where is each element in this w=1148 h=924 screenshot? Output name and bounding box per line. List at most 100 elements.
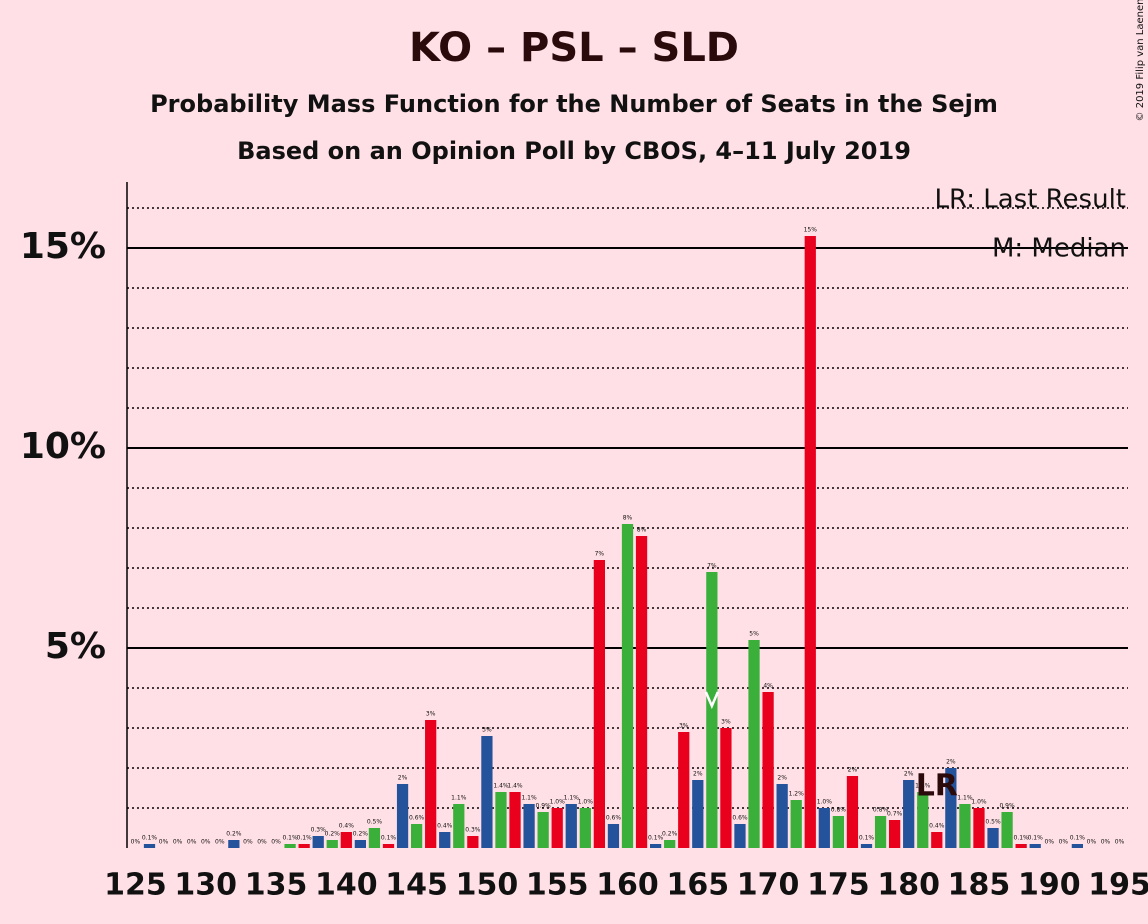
- x-tick-label: 135: [245, 868, 308, 903]
- value-label: 0.6%: [606, 815, 622, 822]
- bar: [649, 844, 662, 848]
- value-label: 7%: [595, 551, 605, 558]
- bar: [945, 768, 957, 848]
- value-label: 4%: [763, 683, 773, 690]
- bar: [551, 808, 563, 848]
- bar: [846, 776, 859, 848]
- bar: [453, 804, 465, 848]
- chart-title: KO – PSL – SLD: [409, 25, 739, 71]
- value-label: 2%: [904, 771, 914, 778]
- value-label: 0.4%: [929, 823, 945, 830]
- value-label: 0%: [1045, 839, 1055, 846]
- value-label: 0%: [187, 839, 197, 846]
- bar: [509, 792, 521, 848]
- bar: [790, 800, 802, 848]
- bar: [734, 824, 746, 848]
- value-label: 0%: [1087, 839, 1097, 846]
- value-label: 8%: [637, 527, 647, 534]
- bar: [832, 816, 845, 848]
- last-result-label: LR: [916, 769, 958, 804]
- value-label: 0.3%: [311, 827, 327, 834]
- value-label: 3%: [482, 727, 492, 734]
- value-label: 0%: [1101, 839, 1111, 846]
- value-label: 1.4%: [915, 783, 931, 790]
- bar: [621, 524, 634, 848]
- x-tick-label: 155: [526, 868, 589, 903]
- bar: [888, 820, 901, 848]
- value-label: 0%: [1115, 839, 1125, 846]
- y-tick-label: 15%: [20, 226, 106, 267]
- bar: [368, 828, 381, 848]
- value-label: 3%: [679, 723, 689, 730]
- bar: [635, 536, 648, 848]
- x-tick-label: 180: [877, 868, 940, 903]
- bar: [903, 780, 915, 848]
- legend-entry: M: Median: [992, 234, 1126, 264]
- value-label: 0.9%: [999, 803, 1015, 810]
- value-label: 1.1%: [957, 795, 973, 802]
- value-label: 0.2%: [662, 831, 678, 838]
- value-label: 1.0%: [971, 799, 987, 806]
- bar: [931, 832, 943, 848]
- value-label: 7%: [707, 563, 717, 570]
- value-label: 0.9%: [536, 803, 552, 810]
- bar: [382, 844, 395, 848]
- bar: [439, 832, 451, 848]
- value-label: 0.1%: [1070, 835, 1086, 842]
- value-label: 0%: [201, 839, 211, 846]
- bar: [1029, 844, 1041, 848]
- bar: [410, 824, 423, 848]
- value-label: 0%: [173, 839, 183, 846]
- value-label: 0%: [257, 839, 267, 846]
- x-tick-label: 125: [104, 868, 167, 903]
- bar: [495, 792, 507, 848]
- bar: [354, 840, 367, 848]
- value-label: 0%: [131, 839, 141, 846]
- bar: [776, 784, 788, 848]
- value-label: 1.4%: [493, 783, 509, 790]
- value-label: 1.1%: [564, 795, 580, 802]
- bar: [804, 236, 816, 848]
- legend-entry: LR: Last Result: [934, 185, 1126, 215]
- x-tick-label: 190: [1018, 868, 1081, 903]
- bar: [860, 844, 873, 848]
- value-label: 5%: [749, 631, 759, 638]
- value-label: 0%: [271, 839, 281, 846]
- value-label: 3%: [426, 711, 436, 718]
- value-label: 0.5%: [367, 819, 383, 826]
- value-label: 0.1%: [1014, 835, 1030, 842]
- x-tick-label: 150: [456, 868, 519, 903]
- y-tick-label: 10%: [20, 426, 106, 467]
- value-label: 0.4%: [437, 823, 453, 830]
- value-label: 2%: [946, 759, 956, 766]
- value-label: 0%: [1059, 839, 1069, 846]
- bar: [481, 736, 493, 848]
- bar: [1071, 844, 1084, 848]
- bar: [959, 804, 971, 848]
- value-label: 1.0%: [550, 799, 566, 806]
- median-marker: [704, 691, 720, 710]
- bar: [565, 804, 577, 848]
- value-label: 1.1%: [451, 795, 467, 802]
- bar: [973, 808, 985, 848]
- bar: [143, 844, 156, 848]
- bar: [326, 840, 338, 848]
- value-label: 1.4%: [507, 783, 523, 790]
- bar: [467, 836, 479, 848]
- x-tick-label: 170: [737, 868, 800, 903]
- value-label: 1.0%: [817, 799, 833, 806]
- value-label: 1.0%: [578, 799, 594, 806]
- value-label: 0%: [159, 839, 169, 846]
- bar: [987, 828, 999, 848]
- x-tick-label: 175: [807, 868, 870, 903]
- x-tick-label: 145: [385, 868, 448, 903]
- bar: [818, 808, 830, 848]
- value-label: 0%: [243, 839, 253, 846]
- bar: [678, 732, 690, 848]
- value-label: 0.4%: [339, 823, 355, 830]
- value-label: 0%: [215, 839, 225, 846]
- chart-subtitle: Probability Mass Function for the Number…: [150, 90, 998, 118]
- x-tick-label: 140: [315, 868, 378, 903]
- value-label: 0.1%: [142, 835, 158, 842]
- value-label: 0.3%: [465, 827, 481, 834]
